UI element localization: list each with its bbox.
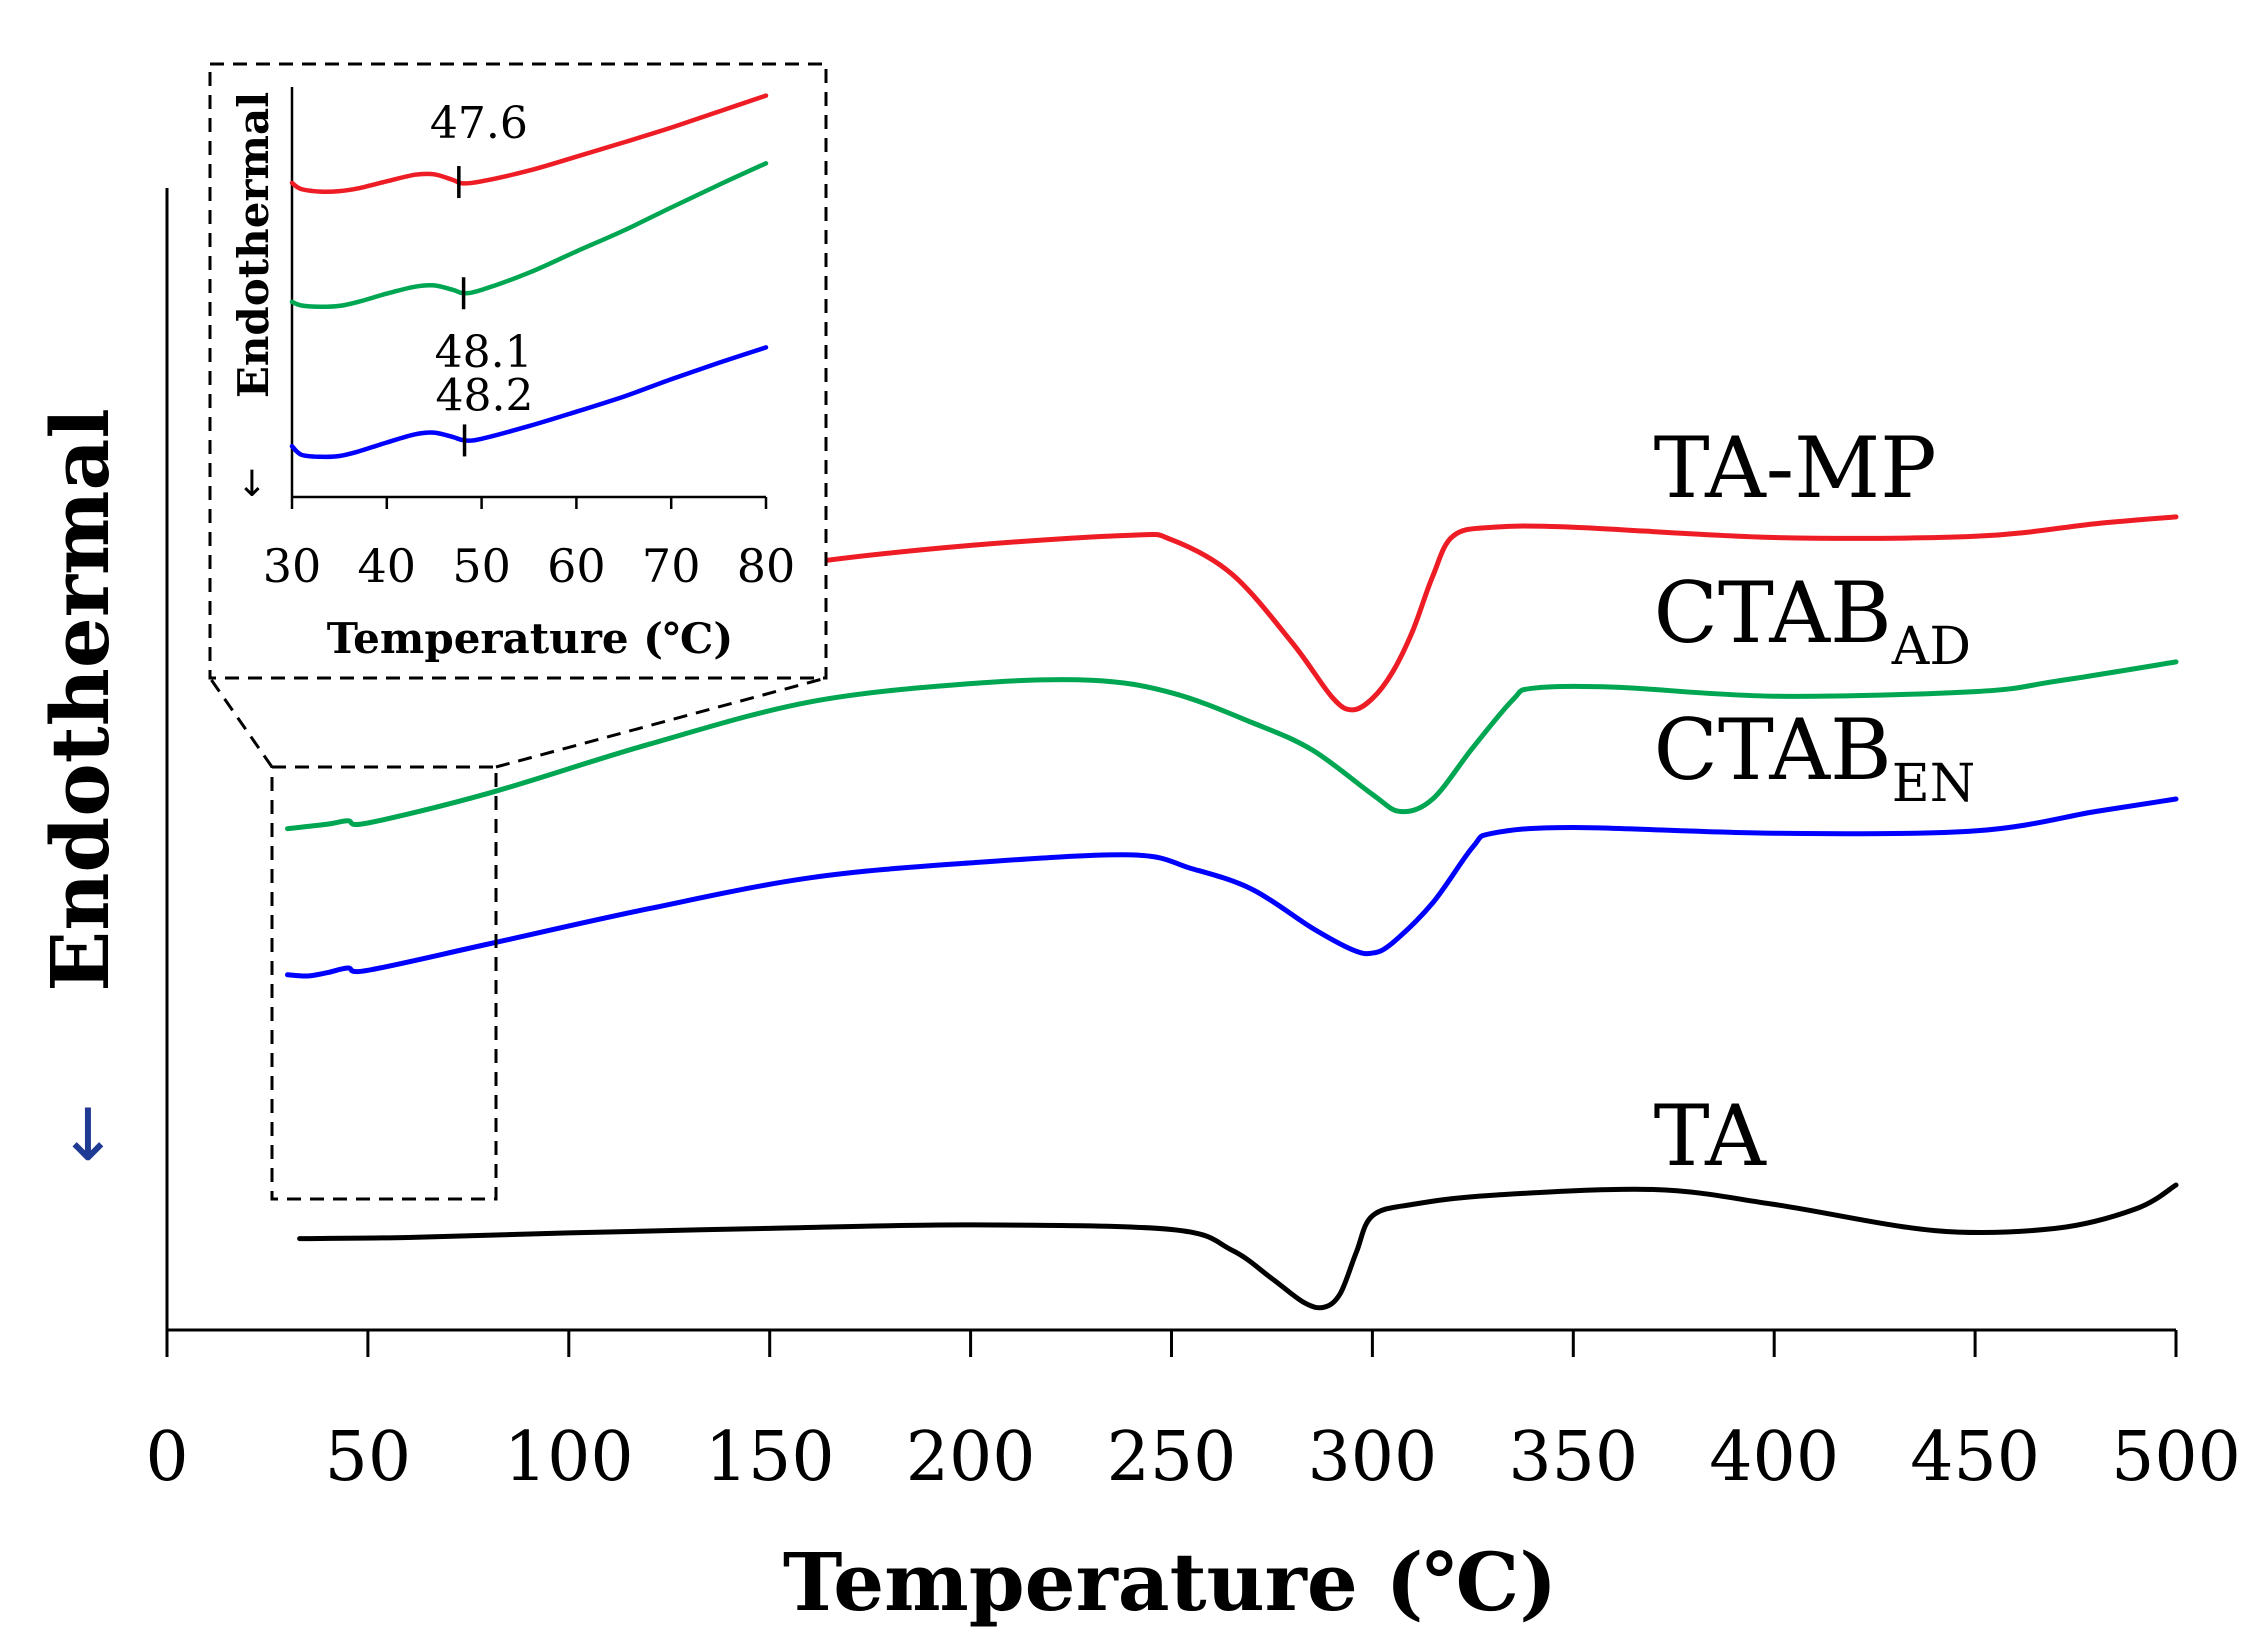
inset-border <box>208 62 828 680</box>
inset-plot: 30 40 50 60 70 80 47.6 48.148.2 Temperature (℃… <box>208 62 828 680</box>
inset-series-line-ctab-en <box>289 345 769 460</box>
zoom-indicator <box>208 676 827 1201</box>
x-tick-label: 0 <box>145 1418 188 1497</box>
series-line-ctab-ad <box>285 659 2179 832</box>
inset-x-axis-title: Temperature (℃) <box>327 614 734 663</box>
inset-x-tick-label: 50 <box>452 539 511 593</box>
series-label-ta-mp: TA-MP <box>1654 419 1937 517</box>
series-label-ctab-ad: CTABAD <box>1654 564 1971 677</box>
x-tick-label: 350 <box>1508 1418 1638 1497</box>
x-tick-label: 400 <box>1709 1418 1839 1497</box>
x-tick-label: 500 <box>2111 1418 2241 1497</box>
series-line-ta <box>297 1182 2179 1311</box>
inset-annotations: 47.6 48.148.2 <box>430 98 534 457</box>
inset-x-ticks: 30 40 50 60 70 80 <box>263 497 796 593</box>
inset-x-tick-label: 80 <box>737 539 796 593</box>
x-axis-title: Temperature (℃) <box>783 1535 1557 1629</box>
zoom-region-box <box>270 765 498 1201</box>
annotation-label: 48.1 <box>435 327 533 378</box>
x-tick-label: 150 <box>705 1418 835 1497</box>
inset-x-tick-label: 40 <box>358 539 417 593</box>
series-label-ctab-en: CTABEN <box>1654 701 1976 814</box>
x-tick-label: 100 <box>504 1418 634 1497</box>
x-tick-label: 50 <box>325 1418 412 1497</box>
y-axis-title: Endothermal <box>33 408 127 991</box>
main-series-labels: TA-MP CTABAD CTABEN TA <box>1654 419 1976 1185</box>
x-tick-label: 300 <box>1308 1418 1438 1497</box>
x-tick-label: 450 <box>1910 1418 2040 1497</box>
inset-series-line-ctab-ad <box>289 161 769 310</box>
inset-series-line-ta-mp <box>289 93 769 194</box>
y-axis-arrow: ↓ <box>58 1093 118 1177</box>
main-plot: 0 50 100 150 200 250 300 350 400 450 500 TA-MP CTAB… <box>33 188 2241 1629</box>
zoom-connector-right <box>495 676 827 769</box>
inset-x-tick-label: 60 <box>547 539 606 593</box>
inset-series-group <box>289 93 769 460</box>
annotation-label: 47.6 <box>430 98 528 149</box>
inset-y-axis-title: Endothermal <box>229 92 278 398</box>
inset-y-axis-arrow: ↓ <box>237 464 267 505</box>
x-tick-label: 200 <box>906 1418 1036 1497</box>
main-x-ticks: 0 50 100 150 200 250 300 350 400 450 500 <box>145 1330 2241 1497</box>
inset-x-tick-label: 70 <box>642 539 701 593</box>
inset-x-tick-label: 30 <box>263 539 322 593</box>
series-line-ctab-en <box>285 796 2179 979</box>
series-label-ta: TA <box>1654 1087 1767 1185</box>
x-tick-label: 250 <box>1107 1418 1237 1497</box>
zoom-connector-left <box>208 677 274 768</box>
annotation-label: 48.2 <box>436 370 534 421</box>
